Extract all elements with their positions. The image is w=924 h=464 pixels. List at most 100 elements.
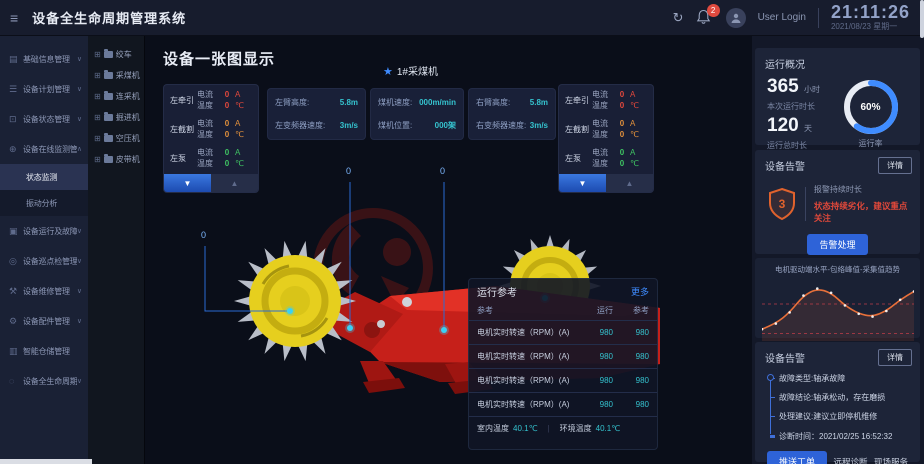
scroll-up-button[interactable]: ▲ (606, 174, 653, 192)
chevron-down-icon: ∨ (76, 378, 82, 385)
notification-bell-icon[interactable]: 2 (696, 3, 720, 27)
tree-item-continuous-miner[interactable]: ⊞ 连采机 (88, 86, 144, 107)
sensor-row: 左泵 电流 0 A 温度 0 ℃ (164, 143, 258, 172)
row-label: 电机实时转速（RPM）(A) (477, 352, 570, 361)
metric-value: 0 (619, 148, 625, 157)
metric-value: 0 (619, 159, 625, 168)
shearer-3d-view: 0 0 0 (201, 166, 660, 394)
tree-item-roadheader[interactable]: ⊞ 掘进机 (88, 107, 144, 128)
metric-label: 温度 (197, 101, 213, 110)
push-workorder-button[interactable]: 推送工单 (767, 451, 828, 464)
trend-chart-title: 电机驱动端水平-包络峰值-采集值趋势 (775, 265, 900, 274)
sidebar-item-condition-monitoring[interactable]: 状态监测 (0, 164, 88, 190)
run-rate-donut: 60% (841, 77, 901, 137)
left-cutting-drum (234, 240, 356, 362)
scroll-down-button[interactable]: ▼ (164, 174, 211, 192)
diagnosis-detail-button[interactable]: 详情 (878, 349, 912, 366)
sensor-panel-left: 左牵引 电流 0 A 温度 0 ℃ 左截割 电流 0 A 温度 0 ℃ 左泵 电流 0 A 温度 0 ℃ (163, 84, 259, 193)
metric-unit: ℃ (235, 101, 244, 110)
sidebar-item-warehouse[interactable]: ▥ 智能仓储管理 (0, 336, 88, 366)
tree-item-belt-conveyor[interactable]: ⊞ 皮带机 (88, 149, 144, 170)
metric-label: 温度 (197, 159, 213, 168)
stat-value: 5.8m (339, 98, 358, 107)
callout-dot[interactable] (287, 308, 293, 314)
expand-icon[interactable]: ⊞ (94, 113, 101, 122)
sidebar-item-fault-management[interactable]: ▣ 设备运行及故障管理 ∨ (0, 216, 88, 246)
hamburger-icon[interactable]: ≡ (10, 9, 19, 26)
expand-icon[interactable]: ⊞ (94, 50, 101, 59)
tree-item-label: 皮带机 (115, 155, 140, 164)
callout-label: 0 (201, 230, 206, 240)
fault-conclusion: 故障结论:轴承松动，存在磨损 (770, 393, 910, 403)
chevron-up-icon: ∧ (76, 146, 82, 153)
callout-dot[interactable] (441, 327, 447, 333)
clock-time: 21:11:26 (830, 2, 910, 23)
tree-item-compressor[interactable]: ⊞ 空压机 (88, 128, 144, 149)
trend-chart-panel: 电机驱动端水平-包络峰值-采集值趋势 (755, 258, 920, 341)
col-header: 参考 (633, 306, 649, 315)
run-hours-label: 本次运行时长 (767, 102, 815, 111)
sidebar-item-maintenance[interactable]: ⚒ 设备维修管理 ∨ (0, 276, 88, 306)
callout-label: 0 (440, 166, 445, 176)
metric-value: 0 (224, 101, 230, 110)
stat-value: 3m/s (339, 121, 358, 130)
vertical-scrollbar-thumb[interactable] (920, 0, 924, 38)
tree-item-shearer[interactable]: ⊞ 采煤机 (88, 65, 144, 86)
callout-labels: 0 0 0 (201, 166, 445, 240)
alarm-detail-button[interactable]: 详情 (878, 157, 912, 174)
stat-label: 左变频器速度: (275, 121, 326, 130)
sensor-name: 左截割 (565, 124, 589, 134)
expand-icon[interactable]: ⊞ (94, 134, 101, 143)
sidebar-item-status[interactable]: ⊡ 设备状态管理 ∨ (0, 104, 88, 134)
equipment-tree: ⊞ 绞车 ⊞ 采煤机 ⊞ 连采机 ⊞ 掘进机 ⊞ 空压机 ⊞ 皮带机 (88, 36, 145, 464)
tree-item-label: 空压机 (115, 134, 140, 143)
callout-dot[interactable] (347, 325, 353, 331)
sidebar-item-lifecycle-simulation[interactable]: ◌ 设备全生命周期模拟 ∨ (0, 366, 88, 396)
scroll-up-button[interactable]: ▲ (211, 174, 258, 192)
metric-value: 0 (619, 90, 625, 99)
tree-item-label: 采煤机 (115, 71, 140, 80)
metric-value: 0 (224, 90, 230, 99)
onsite-service-button[interactable]: 现场服务 (874, 456, 908, 464)
avatar[interactable] (725, 7, 746, 28)
sensor-panel-right: 左牵引 电流 0 A 温度 0 ℃ 左截割 电流 0 A 温度 0 ℃ 左泵 电流 0 A 温度 0 ℃ (558, 84, 654, 193)
sidebar-item-online-monitoring[interactable]: ⊕ 设备在线监测管理 ∧ (0, 134, 88, 164)
fault-type: 故障类型:轴承故障 (770, 374, 910, 384)
tree-item-winch[interactable]: ⊞ 绞车 (88, 44, 144, 65)
fault-suggestion: 处理建议:建议立即停机维修 (770, 412, 910, 422)
sidebar-item-plan[interactable]: ☰ 设备计划管理 ∨ (0, 74, 88, 104)
sensor-name: 左牵引 (170, 95, 194, 105)
table-row: 电机实时转速（RPM）(A) 980 980 (469, 392, 657, 416)
more-link[interactable]: 更多 (630, 287, 649, 297)
sidebar-item-vibration-analysis[interactable]: 振动分析 (0, 190, 88, 216)
chevron-down-icon: ∨ (76, 258, 82, 265)
metric-value: 0 (224, 130, 230, 139)
expand-icon[interactable]: ⊞ (94, 71, 101, 80)
metric-unit: ℃ (630, 101, 639, 110)
refresh-icon[interactable]: ↻ (672, 9, 684, 25)
sidebar-item-inspection[interactable]: ◎ 设备巡点检管理 ∨ (0, 246, 88, 276)
horizontal-scrollbar-thumb[interactable] (0, 459, 92, 464)
scroll-down-button[interactable]: ▼ (559, 174, 606, 192)
run-days: 120 天 (767, 115, 812, 136)
tree-item-label: 掘进机 (115, 113, 140, 122)
running-reference-table: 运行参考 更多 参考 运行 参考 电机实时转速（RPM）(A) 980 980 … (468, 278, 658, 450)
stat-value: 000架 (434, 121, 456, 130)
remote-diagnosis-button[interactable]: 远程诊断 (833, 456, 867, 464)
header-divider (817, 7, 819, 28)
alarm-panel: 设备告警 详情 3 报警持续时长 状态持续劣化，建议重点关注 告警处理 (755, 150, 920, 255)
user-login-label[interactable]: User Login (757, 12, 806, 23)
sidebar-item-label: 设备运行及故障管理 (23, 226, 77, 236)
metric-unit: A (235, 119, 241, 128)
sidebar-item-basic-info[interactable]: ▤ 基础信息管理 ∨ (0, 44, 88, 74)
alarm-handle-button[interactable]: 告警处理 (807, 234, 868, 255)
table-row: 电机实时转速（RPM）(A) 980 980 (469, 344, 657, 368)
expand-icon[interactable]: ⊞ (94, 155, 101, 164)
sidebar-item-parts[interactable]: ⚙ 设备配件管理 ∨ (0, 306, 88, 336)
alarm-duration-label: 报警持续时长 (813, 185, 862, 194)
expand-icon[interactable]: ⊞ (94, 92, 101, 101)
chevron-down-icon: ∨ (76, 228, 82, 235)
tree-item-label: 绞车 (115, 50, 132, 59)
clock-date: 2021/08/23 星期一 (830, 22, 898, 31)
sidebar-item-label: 设备计划管理 (23, 84, 70, 94)
